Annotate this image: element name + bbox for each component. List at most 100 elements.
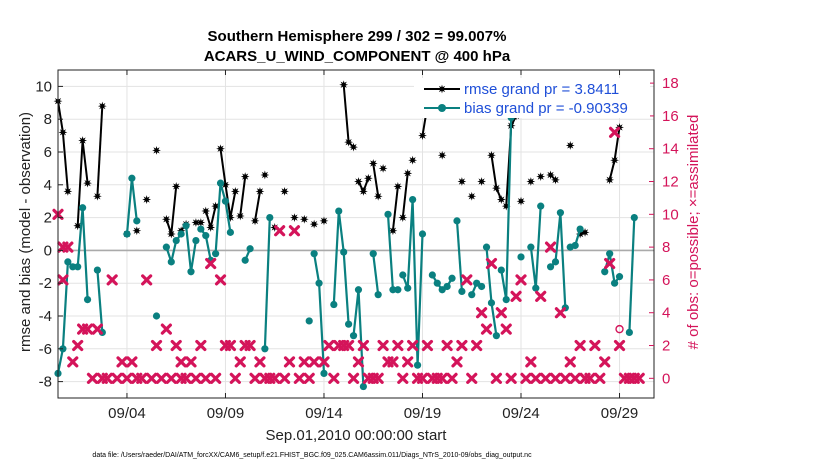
y-tick-label: 10 xyxy=(35,78,52,95)
bias-point xyxy=(374,291,382,299)
obs-count-marker xyxy=(205,257,217,270)
rmse-point xyxy=(196,218,206,227)
bias-line-segment xyxy=(332,209,350,325)
obs-count-marker xyxy=(308,356,320,368)
rmse-point xyxy=(403,168,413,178)
y-tick-label: -8 xyxy=(39,374,52,391)
y2-tick-label: 6 xyxy=(662,272,670,289)
rmse-point xyxy=(255,186,265,196)
y2-axis-label: # of obs: o=possible; ×=assimilated xyxy=(685,115,702,350)
obs-count-marker xyxy=(613,339,626,352)
rmse-point xyxy=(97,101,107,111)
x-tick-label: 09/09 xyxy=(207,405,245,422)
rmse-point xyxy=(201,206,211,216)
obs-count-marker xyxy=(525,356,537,368)
rmse-point xyxy=(230,186,240,196)
obs-count-marker xyxy=(180,372,192,384)
obs-count-marker xyxy=(160,323,172,335)
obs-count-marker xyxy=(604,257,616,270)
y2-tick-label: 12 xyxy=(662,174,679,191)
obs-count-marker xyxy=(608,126,621,138)
rmse-point xyxy=(368,159,378,168)
bias-point xyxy=(315,279,323,287)
x-tick-label: 09/19 xyxy=(404,405,442,422)
rmse-point xyxy=(191,218,201,227)
rmse-point xyxy=(610,155,619,165)
obs-count-marker xyxy=(515,274,527,286)
bias-point xyxy=(443,282,451,291)
obs-count-marker xyxy=(377,339,389,352)
obs-count-marker xyxy=(254,356,266,368)
obs-count-marker xyxy=(471,339,483,352)
obs-possible-marker xyxy=(615,324,624,334)
bias-point xyxy=(369,250,377,258)
obs-count-marker xyxy=(136,372,148,384)
obs-count-marker xyxy=(495,307,507,319)
obs-count-marker xyxy=(141,274,153,286)
obs-count-marker xyxy=(436,372,448,384)
bias-point xyxy=(192,236,200,245)
obs-count-marker xyxy=(485,257,498,270)
chart-title: Southern Hemisphere 299 / 302 = 99.007% xyxy=(208,28,507,45)
y2-tick-label: 2 xyxy=(662,338,670,355)
bias-point xyxy=(172,236,180,245)
bias-line-segment xyxy=(214,182,232,254)
bias-point xyxy=(83,296,92,304)
obs-count-marker xyxy=(323,339,335,352)
rmse-point xyxy=(166,229,176,239)
rmse-point xyxy=(349,142,358,152)
bias-point xyxy=(330,300,338,309)
bias-point xyxy=(320,369,328,377)
obs-count-marker xyxy=(569,372,581,384)
obs-count-marker xyxy=(510,290,522,302)
y2-tick-label: 16 xyxy=(662,108,679,125)
rmse-point xyxy=(536,172,546,181)
bias-point xyxy=(630,214,638,222)
obs-count-marker xyxy=(293,372,305,384)
obs-count-marker xyxy=(594,372,606,384)
rmse-point xyxy=(250,216,260,226)
obs-count-marker xyxy=(106,274,118,286)
obs-count-marker xyxy=(549,372,562,384)
rmse-point xyxy=(319,216,329,226)
obs-count-marker xyxy=(372,372,384,384)
obs-count-marker xyxy=(278,372,291,384)
obs-count-marker xyxy=(111,372,123,384)
obs-count-marker xyxy=(554,307,567,319)
obs-count-marker xyxy=(234,356,246,368)
bias-line-segment xyxy=(165,233,182,263)
bias-point xyxy=(335,207,343,215)
y-tick-label: 6 xyxy=(44,144,52,161)
bias-point xyxy=(305,317,313,325)
rmse-point xyxy=(393,182,403,191)
y2-tick-label: 4 xyxy=(662,305,670,322)
obs-count-marker xyxy=(343,339,355,352)
bias-point xyxy=(197,225,205,233)
bias-point xyxy=(409,195,417,204)
bias-point xyxy=(74,263,82,271)
bias-point xyxy=(458,287,466,295)
rmse-line-segment xyxy=(96,106,104,197)
rmse-point xyxy=(467,191,477,201)
obs-count-marker xyxy=(57,274,69,286)
obs-count-marker xyxy=(318,356,330,368)
rmse-point xyxy=(388,226,398,236)
obs-count-series xyxy=(52,126,645,384)
bias-point xyxy=(384,210,392,218)
rmse-point xyxy=(354,177,363,186)
obs-count-marker xyxy=(185,356,197,368)
rmse-point xyxy=(235,211,245,221)
obs-count-marker xyxy=(81,323,94,335)
bias-point xyxy=(212,250,220,258)
rmse-point xyxy=(152,145,161,155)
obs-count-marker xyxy=(392,339,404,352)
legend-box xyxy=(414,78,650,118)
obs-count-marker xyxy=(62,241,74,253)
obs-count-marker xyxy=(72,339,84,352)
bias-point xyxy=(610,279,619,287)
footnote: data file: /Users/raeder/DAI/ATM_forcXX/… xyxy=(92,452,532,459)
plot-frame xyxy=(57,69,655,399)
obs-count-marker xyxy=(544,241,557,253)
y2-tick-label: 10 xyxy=(662,206,679,223)
bias-line-segment xyxy=(628,217,636,333)
